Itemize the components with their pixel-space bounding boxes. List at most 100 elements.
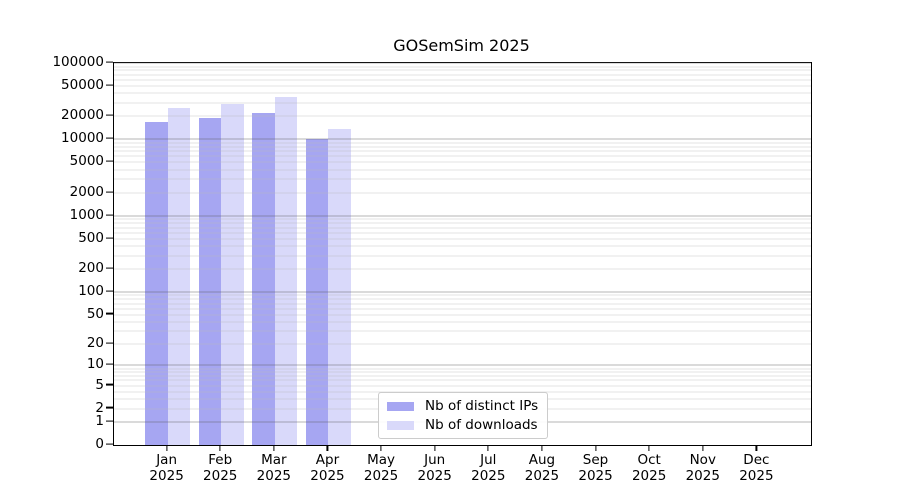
gridline-major <box>114 364 811 366</box>
x-tick-label: Jan 2025 <box>149 452 184 484</box>
y-tick-label: 10 <box>86 356 104 373</box>
gridline-minor <box>114 178 811 180</box>
gridline-minor <box>114 69 811 71</box>
x-tick-mark <box>219 445 221 451</box>
y-tick-mark <box>106 363 113 366</box>
gridline-minor <box>114 102 811 104</box>
y-tick-label: 1 <box>95 413 104 430</box>
gridline-minor <box>114 303 811 305</box>
gridline-minor <box>114 85 811 87</box>
gridline-minor <box>114 115 811 117</box>
y-tick-mark <box>106 191 113 193</box>
y-tick-mark <box>106 342 113 344</box>
legend-swatch-downloads <box>387 420 414 430</box>
gridline-minor <box>114 218 811 220</box>
y-tick-mark <box>106 312 113 315</box>
gridline-major <box>114 215 811 217</box>
y-tick-label: 5 <box>95 376 104 393</box>
gridline-minor <box>114 343 811 345</box>
gridline-major <box>114 62 811 64</box>
y-tick-mark <box>106 237 113 239</box>
bar-downloads-apr <box>328 128 351 445</box>
legend: Nb of distinct IPs Nb of downloads <box>378 392 549 439</box>
gridline-minor <box>114 255 811 257</box>
y-tick-mark <box>106 61 113 63</box>
y-tick-label: 100 <box>78 282 104 299</box>
x-tick-mark <box>273 445 275 451</box>
x-tick-mark <box>166 445 168 451</box>
y-tick-label: 0 <box>95 436 104 452</box>
x-tick-mark <box>594 445 597 451</box>
gridline-minor <box>114 222 811 224</box>
x-tick-mark <box>434 445 436 451</box>
x-axis-ticks <box>113 444 810 451</box>
legend-label-downloads: Nb of downloads <box>425 417 538 433</box>
y-tick-mark <box>106 137 113 139</box>
y-tick-label: 20000 <box>61 107 104 124</box>
gridline-minor <box>114 142 811 144</box>
x-tick-mark <box>648 445 650 451</box>
y-tick-mark <box>106 160 113 162</box>
x-tick-label: Feb 2025 <box>203 452 238 484</box>
bar-downloads-jan <box>167 108 191 445</box>
y-tick-label: 200 <box>78 260 104 277</box>
gridline-minor <box>114 371 811 373</box>
x-tick-mark <box>380 445 382 451</box>
gridline-major <box>114 291 811 293</box>
y-tick-mark <box>106 84 113 86</box>
x-tick-mark <box>702 445 704 451</box>
bar-downloads-mar <box>274 97 298 445</box>
y-tick-mark <box>106 267 113 269</box>
gridline-minor <box>114 268 811 270</box>
plot-area <box>113 62 812 446</box>
chart-title: GOSemSim 2025 <box>393 36 530 55</box>
gridline-minor <box>114 368 811 370</box>
gridline-minor <box>114 92 811 94</box>
gridline-minor <box>114 150 811 152</box>
legend-item-distinct-ips: Nb of distinct IPs <box>387 398 538 414</box>
bar-distinct-ips-apr <box>305 138 329 445</box>
x-tick-mark <box>487 445 489 451</box>
gridline-minor <box>114 391 811 393</box>
y-axis-ticks <box>106 61 113 445</box>
x-tick-label: Jun 2025 <box>417 452 452 484</box>
x-axis-labels: Jan 2025 Feb 2025 Mar 2025 Apr 2025 May 2025 Jun 20… <box>113 452 810 488</box>
y-tick-mark <box>106 290 113 292</box>
gridline-minor <box>114 314 811 316</box>
bar-distinct-ips-jan <box>145 121 168 445</box>
x-tick-label: Mar 2025 <box>256 452 292 484</box>
y-tick-label: 1000 <box>69 206 104 223</box>
x-tick-mark <box>541 445 543 451</box>
bar-distinct-ips-feb <box>198 118 222 445</box>
y-tick-mark <box>106 420 113 422</box>
y-tick-mark <box>106 383 113 386</box>
gridline-minor <box>114 192 811 194</box>
gridline-minor <box>114 330 811 332</box>
gridline-minor <box>114 238 811 240</box>
x-tick-mark <box>755 445 757 451</box>
y-tick-label: 5000 <box>69 153 104 170</box>
x-tick-label: Apr 2025 <box>310 452 345 484</box>
gridline-minor <box>114 169 811 171</box>
gridline-minor <box>114 245 811 247</box>
y-tick-mark <box>106 114 113 116</box>
x-tick-label: Jul 2025 <box>471 452 506 484</box>
x-tick-label: Nov 2025 <box>685 452 720 484</box>
x-tick-label: Oct 2025 <box>631 452 667 484</box>
bar-downloads-feb <box>221 103 244 445</box>
gridline-minor <box>114 379 811 381</box>
y-tick-label: 50000 <box>61 77 104 93</box>
y-tick-mark <box>106 443 113 445</box>
y-tick-label: 20 <box>86 334 104 351</box>
y-axis-labels: 0 1 2 5 10 20 50 100 200 500 1000 2000 5000 10000 2000… <box>0 54 104 452</box>
gridline-minor <box>114 66 811 67</box>
gridline-minor <box>114 155 811 157</box>
gridline-minor <box>114 321 811 323</box>
x-tick-label: Aug 2025 <box>524 452 560 484</box>
gridline-minor <box>114 294 811 296</box>
gridline-minor <box>114 385 811 387</box>
x-tick-mark <box>326 445 329 451</box>
y-tick-label: 500 <box>78 229 104 246</box>
legend-swatch-distinct-ips <box>387 401 414 411</box>
